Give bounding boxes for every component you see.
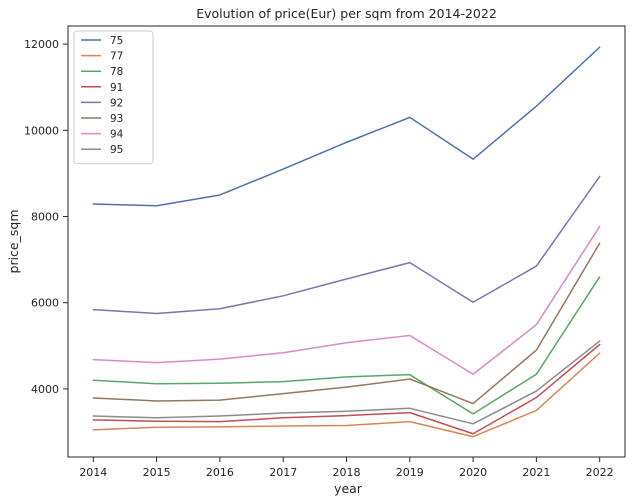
legend: 75 77 78 91 92 93 94 95 <box>73 30 154 165</box>
chart-title: Evolution of price(Eur) per sqm from 201… <box>196 6 497 21</box>
x-tick-label: 2016 <box>206 466 234 479</box>
x-tick-label: 2021 <box>522 466 550 479</box>
series-line-91 <box>92 343 601 435</box>
y-axis-label: price_sqm <box>6 210 21 274</box>
x-tick-label: 2018 <box>333 466 361 479</box>
y-tick-label: 4000 <box>31 383 59 396</box>
legend-label-77: 77 <box>110 51 123 63</box>
legend-label-95: 95 <box>110 144 123 156</box>
legend-label-93: 93 <box>110 113 123 125</box>
y-tick-label: 6000 <box>31 297 59 310</box>
series-line-77 <box>92 352 601 438</box>
legend-label-75: 75 <box>110 35 123 47</box>
x-tick-label: 2014 <box>79 466 107 479</box>
series-line-75 <box>92 46 601 207</box>
x-tick-label: 2017 <box>269 466 297 479</box>
x-tick-label: 2019 <box>396 466 424 479</box>
series-line-78 <box>92 276 601 415</box>
legend-label-78: 78 <box>110 66 123 78</box>
y-tick-label: 12000 <box>24 38 59 51</box>
x-tick-label: 2020 <box>459 466 487 479</box>
legend-box <box>73 30 154 165</box>
x-tick-label: 2015 <box>143 466 171 479</box>
x-axis-label: year <box>334 481 363 496</box>
y-tick-label: 8000 <box>31 211 59 224</box>
y-tick-label: 10000 <box>24 124 59 137</box>
legend-label-94: 94 <box>110 129 124 141</box>
y-axis: 4000 6000 8000 10000 12000 <box>24 38 68 396</box>
series-line-95 <box>92 340 601 425</box>
x-tick-label: 2022 <box>586 466 614 479</box>
legend-label-92: 92 <box>110 97 123 109</box>
series-line-93 <box>92 242 601 405</box>
series-line-94 <box>92 225 601 375</box>
x-axis: 2014 2015 2016 2017 2018 2019 2020 2021 2022 <box>79 457 614 479</box>
legend-label-91: 91 <box>110 82 123 94</box>
series-line-92 <box>92 175 601 315</box>
series-layer <box>92 46 601 438</box>
